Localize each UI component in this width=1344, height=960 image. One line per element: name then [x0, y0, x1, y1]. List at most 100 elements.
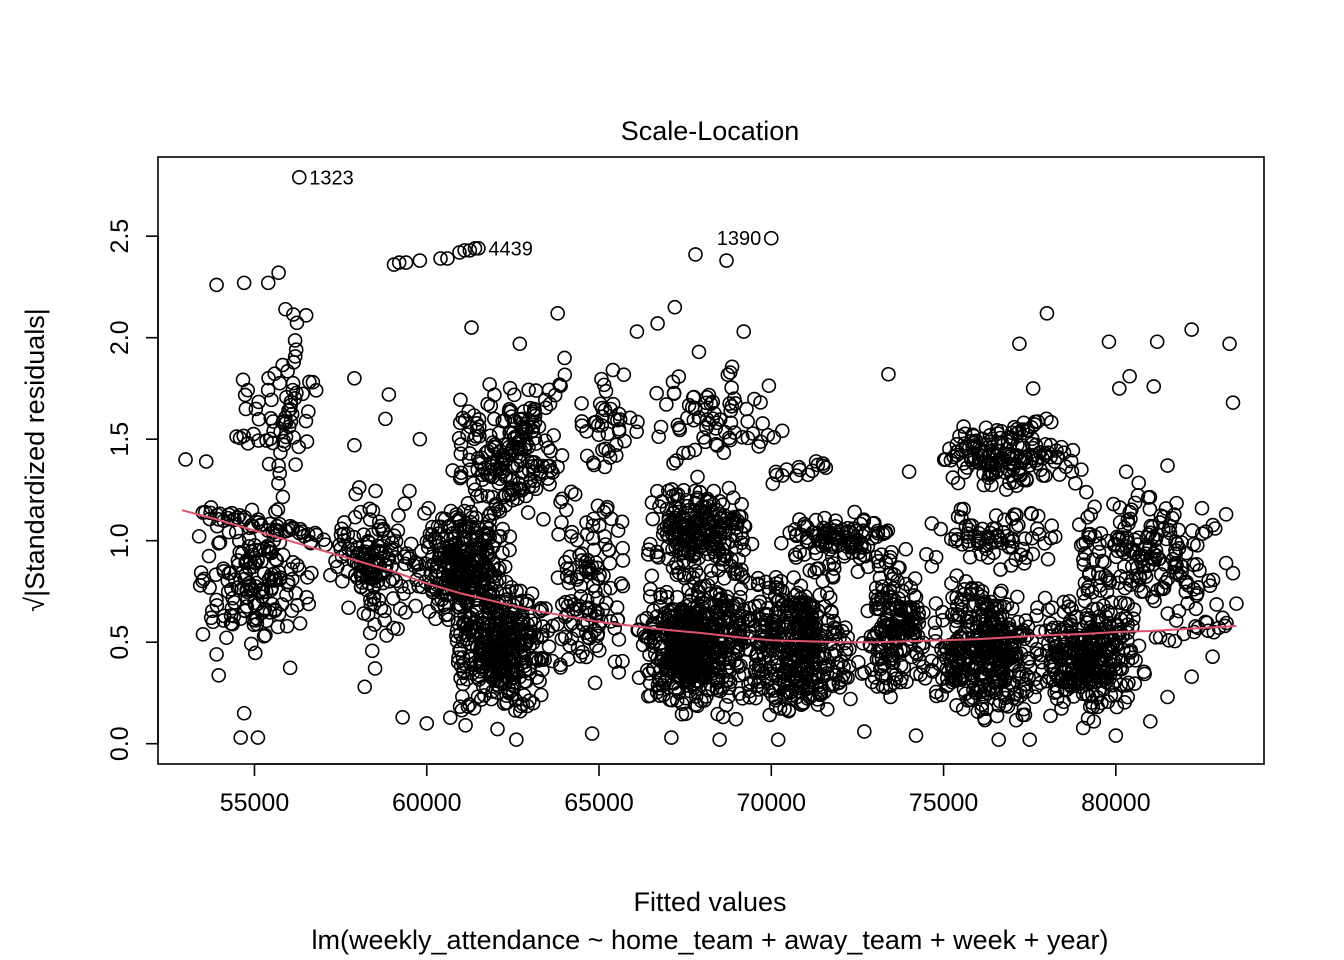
residual-point [980, 550, 996, 565]
residual-point [934, 687, 950, 703]
residual-point [989, 708, 1005, 724]
residual-point [1016, 701, 1032, 717]
residual-point [362, 625, 378, 641]
residual-point [927, 615, 943, 631]
residual-point [980, 602, 995, 617]
residual-point [308, 383, 324, 398]
residual-point [440, 607, 456, 623]
residual-point [650, 316, 665, 331]
residual-point [421, 500, 436, 516]
residual-point [811, 527, 827, 543]
residual-point [750, 570, 766, 586]
y-axis-label: √|Standardized residuals| [20, 308, 50, 612]
residual-point [812, 587, 828, 603]
residual-point [697, 578, 712, 594]
residual-point [397, 496, 413, 511]
residual-point [1149, 334, 1165, 350]
residual-point [970, 586, 985, 601]
residual-point [449, 628, 464, 644]
residual-point [304, 565, 319, 581]
residual-point [772, 701, 788, 716]
residual-point [948, 673, 963, 688]
residual-point [882, 600, 898, 616]
residual-point [948, 654, 963, 670]
residual-point [783, 688, 798, 703]
residual-point [490, 677, 505, 692]
residual-point [710, 706, 725, 722]
residual-point [275, 489, 291, 505]
residual-point [1121, 675, 1136, 691]
residual-point [1028, 437, 1044, 453]
residual-point [780, 644, 795, 659]
residual-point [470, 669, 485, 685]
residual-point [1124, 502, 1139, 518]
x-tick-label: 65000 [564, 789, 634, 817]
residual-point [244, 636, 259, 652]
residual-point [390, 523, 406, 539]
residual-point [742, 613, 758, 629]
residual-point [881, 366, 896, 382]
residual-point [335, 573, 350, 589]
residual-point [536, 511, 551, 527]
residual-point [1169, 536, 1185, 552]
residual-point [485, 634, 501, 650]
residual-point [978, 420, 994, 436]
residual-point [1018, 550, 1034, 565]
residual-point [492, 560, 507, 576]
residual-point [271, 265, 286, 281]
residual-point [788, 588, 803, 603]
residual-point [247, 613, 263, 628]
residual-point [495, 658, 511, 674]
residual-point [614, 514, 630, 530]
residual-point [347, 509, 363, 525]
residual-point [455, 536, 471, 552]
residual-point [220, 584, 236, 599]
residual-point [285, 382, 301, 398]
residual-point [440, 251, 455, 266]
residual-point [771, 593, 787, 609]
residual-point [453, 392, 468, 408]
residual-point [510, 458, 526, 474]
residual-point [235, 372, 251, 388]
residual-point [524, 424, 540, 439]
residual-point [250, 730, 266, 745]
residual-point [1027, 671, 1043, 687]
residual-point [945, 590, 960, 606]
residual-point [963, 433, 979, 449]
residual-point [560, 598, 576, 614]
residual-point [1136, 664, 1152, 680]
residual-point [1168, 534, 1183, 549]
residual-point [644, 495, 660, 510]
residual-point [600, 499, 615, 515]
residual-point [398, 605, 413, 620]
residual-point [668, 487, 684, 503]
residual-point [1148, 543, 1164, 558]
residual-point [579, 649, 594, 665]
residual-point [802, 563, 818, 578]
residual-point [1049, 684, 1065, 700]
residual-point [647, 633, 663, 649]
residual-point [857, 724, 872, 739]
residual-point [872, 570, 888, 586]
residual-point [1178, 584, 1194, 600]
residual-point [639, 662, 655, 678]
residual-point [504, 580, 519, 595]
residual-point [453, 446, 469, 462]
residual-point [1072, 640, 1088, 656]
residual-point [1124, 650, 1140, 666]
residual-point [1068, 668, 1084, 684]
residual-point [495, 545, 510, 561]
residual-point [712, 521, 728, 536]
residual-point [281, 403, 296, 418]
residual-point [262, 541, 277, 556]
residual-point [1207, 521, 1223, 536]
residual-point [666, 456, 681, 471]
residual-point [908, 728, 924, 743]
residual-point [357, 679, 373, 695]
residual-point [682, 606, 697, 621]
residual-point [832, 680, 848, 695]
residual-point [209, 598, 225, 613]
residual-point [954, 510, 969, 526]
residual-point [1194, 500, 1210, 516]
residual-point [728, 711, 744, 727]
